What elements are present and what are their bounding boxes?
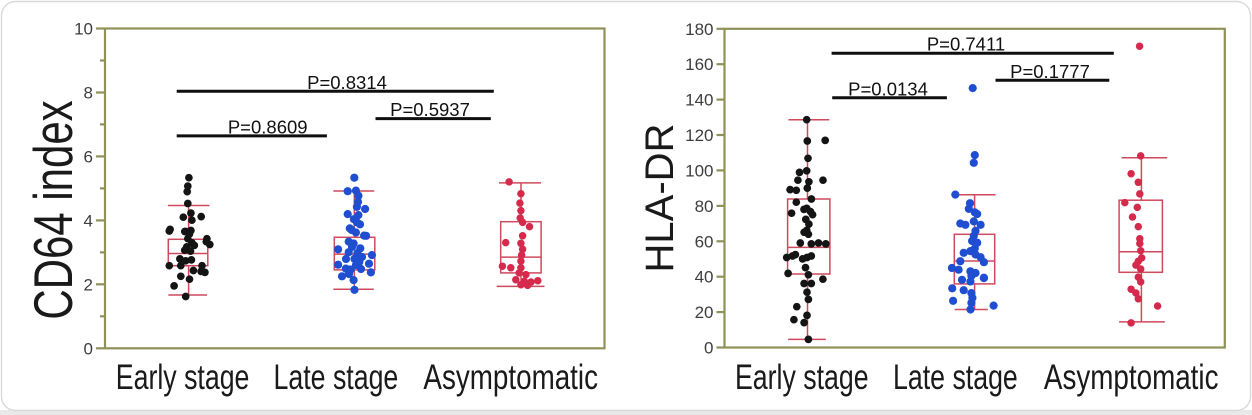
svg-text:Late stage: Late stage	[893, 357, 1018, 396]
svg-text:Asymptomatic: Asymptomatic	[423, 357, 598, 397]
svg-text:CD64 index: CD64 index	[24, 100, 85, 319]
svg-text:Late stage: Late stage	[274, 357, 399, 396]
svg-text:P=0.5937: P=0.5937	[390, 99, 470, 120]
svg-text:160: 160	[685, 55, 713, 74]
svg-text:Asymptomatic: Asymptomatic	[1044, 357, 1219, 397]
svg-text:P=0.8609: P=0.8609	[228, 117, 308, 138]
svg-text:Early stage: Early stage	[735, 357, 869, 396]
svg-text:20: 20	[695, 303, 714, 322]
svg-text:8: 8	[84, 84, 93, 103]
svg-text:2: 2	[84, 275, 93, 294]
svg-text:P=0.8314: P=0.8314	[307, 72, 387, 93]
svg-text:120: 120	[685, 126, 713, 145]
svg-text:6: 6	[84, 147, 93, 166]
svg-text:HLA-DR: HLA-DR	[638, 124, 682, 273]
svg-text:Early stage: Early stage	[116, 357, 250, 396]
svg-text:60: 60	[695, 232, 714, 251]
svg-text:10: 10	[74, 20, 93, 39]
svg-text:P=0.7411: P=0.7411	[927, 34, 1005, 55]
svg-text:140: 140	[685, 91, 713, 110]
svg-text:P=0.0134: P=0.0134	[848, 78, 928, 99]
svg-text:P=0.1777: P=0.1777	[1010, 61, 1090, 82]
svg-text:80: 80	[695, 197, 714, 216]
svg-text:180: 180	[685, 20, 713, 39]
svg-text:40: 40	[695, 268, 714, 287]
svg-text:4: 4	[84, 211, 93, 230]
svg-text:100: 100	[685, 161, 713, 180]
svg-text:0: 0	[704, 339, 713, 358]
svg-text:0: 0	[84, 339, 93, 358]
